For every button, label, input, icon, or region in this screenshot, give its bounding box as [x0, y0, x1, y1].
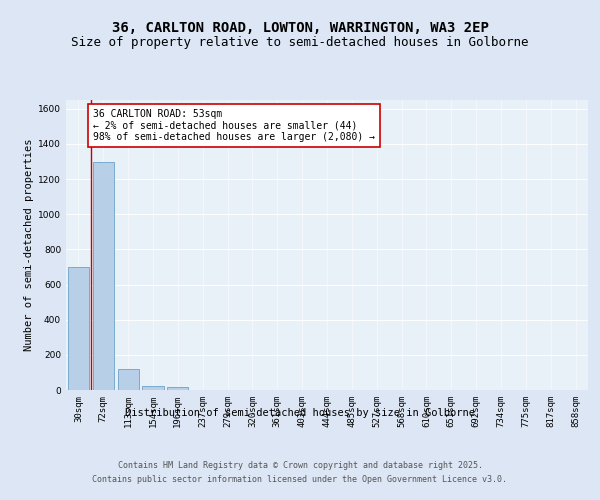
Y-axis label: Number of semi-detached properties: Number of semi-detached properties [24, 138, 34, 352]
Text: Contains HM Land Registry data © Crown copyright and database right 2025.
Contai: Contains HM Land Registry data © Crown c… [92, 462, 508, 483]
Text: Distribution of semi-detached houses by size in Golborne: Distribution of semi-detached houses by … [125, 408, 475, 418]
Text: Size of property relative to semi-detached houses in Golborne: Size of property relative to semi-detach… [71, 36, 529, 49]
Bar [93, 162, 114, 390]
Bar [68, 267, 89, 390]
Text: 36, CARLTON ROAD, LOWTON, WARRINGTON, WA3 2EP: 36, CARLTON ROAD, LOWTON, WARRINGTON, WA… [112, 20, 488, 34]
Bar [167, 388, 188, 390]
Bar [142, 386, 164, 390]
Text: 36 CARLTON ROAD: 53sqm
← 2% of semi-detached houses are smaller (44)
98% of semi: 36 CARLTON ROAD: 53sqm ← 2% of semi-deta… [94, 109, 376, 142]
Bar [118, 369, 139, 390]
